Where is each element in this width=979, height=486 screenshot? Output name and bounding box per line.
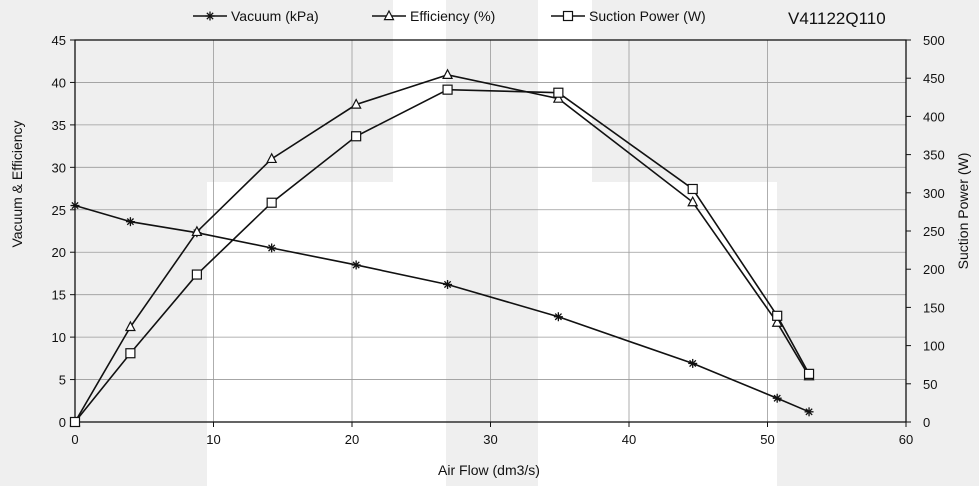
data-point-1	[443, 279, 453, 289]
data-point-3	[351, 131, 362, 142]
series-line-3	[74, 88, 810, 423]
y2-tick-label: 250	[923, 224, 945, 239]
legend-label: Efficiency (%)	[410, 8, 495, 24]
series-layer	[69, 68, 815, 428]
y2-tick-label: 200	[923, 262, 945, 277]
data-point-3	[553, 87, 564, 98]
data-point-1	[267, 243, 277, 253]
background-panel	[393, 0, 446, 486]
y2-tick-label: 450	[923, 71, 945, 86]
legend-swatch-marker	[383, 9, 395, 21]
data-point-2	[191, 225, 203, 237]
legend: Vacuum (kPa) Efficiency (%) Suction Power …	[193, 8, 706, 24]
y2-tick-label: 350	[923, 148, 945, 163]
data-point-2	[552, 92, 564, 103]
y-tick-label: 30	[52, 160, 66, 175]
background-panel	[592, 182, 777, 486]
y-tick-label: 35	[52, 118, 66, 133]
x-tick-label: 20	[345, 432, 359, 447]
legend-label: Vacuum (kPa)	[231, 8, 319, 24]
data-point-1	[553, 312, 563, 322]
data-point-2	[350, 98, 362, 109]
y-axis-title: Vacuum & Efficiency	[9, 120, 25, 247]
axis-layer: 0 10 20 30 40 50 60051015202530354045050100150…	[52, 33, 945, 447]
background-panel	[207, 182, 393, 486]
x-tick-label: 40	[622, 432, 636, 447]
data-point-1	[804, 407, 814, 417]
data-point-3	[442, 84, 453, 95]
data-point-3	[772, 310, 783, 321]
y-tick-label: 45	[52, 33, 66, 48]
data-point-2	[266, 152, 278, 164]
series-line-2	[74, 73, 810, 423]
background-panel	[538, 0, 592, 486]
y2-tick-label: 300	[923, 186, 945, 201]
data-point-3	[803, 368, 815, 379]
data-point-3	[687, 183, 698, 195]
legend-swatch-marker	[562, 10, 574, 22]
y-tick-label: 15	[52, 288, 66, 303]
y2-tick-label: 50	[923, 377, 937, 392]
data-point-3	[191, 269, 202, 280]
data-point-1	[772, 393, 782, 403]
y2-tick-label: 150	[923, 300, 945, 315]
y-tick-label: 25	[52, 203, 66, 218]
x-tick-label: 30	[483, 432, 497, 447]
data-point-2	[442, 68, 454, 80]
y2-tick-label: 400	[923, 109, 945, 124]
legend-label: Suction Power (W)	[589, 8, 706, 24]
data-point-1	[70, 201, 80, 211]
data-point-2	[771, 316, 783, 327]
x-tick-label: 60	[899, 432, 913, 447]
data-point-2	[124, 320, 136, 332]
y2-axis-title: Suction Power (W)	[955, 153, 971, 270]
legend-swatch-marker	[205, 11, 215, 21]
x-axis-title: Air Flow (dm3/s)	[438, 462, 540, 478]
y-tick-label: 10	[52, 330, 66, 345]
data-point-1	[688, 358, 698, 368]
x-tick-label: 10	[206, 432, 220, 447]
data-point-1	[125, 217, 135, 227]
y-tick-label: 40	[52, 75, 66, 90]
series-line-1	[74, 204, 810, 413]
data-point-1	[351, 260, 361, 270]
y2-tick-label: 100	[923, 339, 945, 354]
x-tick-label: 50	[760, 432, 774, 447]
model-label: V41122Q110	[788, 9, 886, 28]
data-point-3	[266, 197, 277, 208]
y2-tick-label: 0	[923, 415, 930, 430]
data-point-3	[69, 416, 81, 428]
data-point-2	[687, 195, 699, 207]
y-tick-label: 5	[59, 373, 66, 388]
y2-tick-label: 500	[923, 33, 945, 48]
y-tick-label: 0	[59, 415, 66, 430]
data-point-3	[125, 348, 136, 359]
x-tick-label: 0	[71, 432, 78, 447]
grid-layer	[75, 40, 906, 422]
y-tick-label: 20	[52, 245, 66, 260]
